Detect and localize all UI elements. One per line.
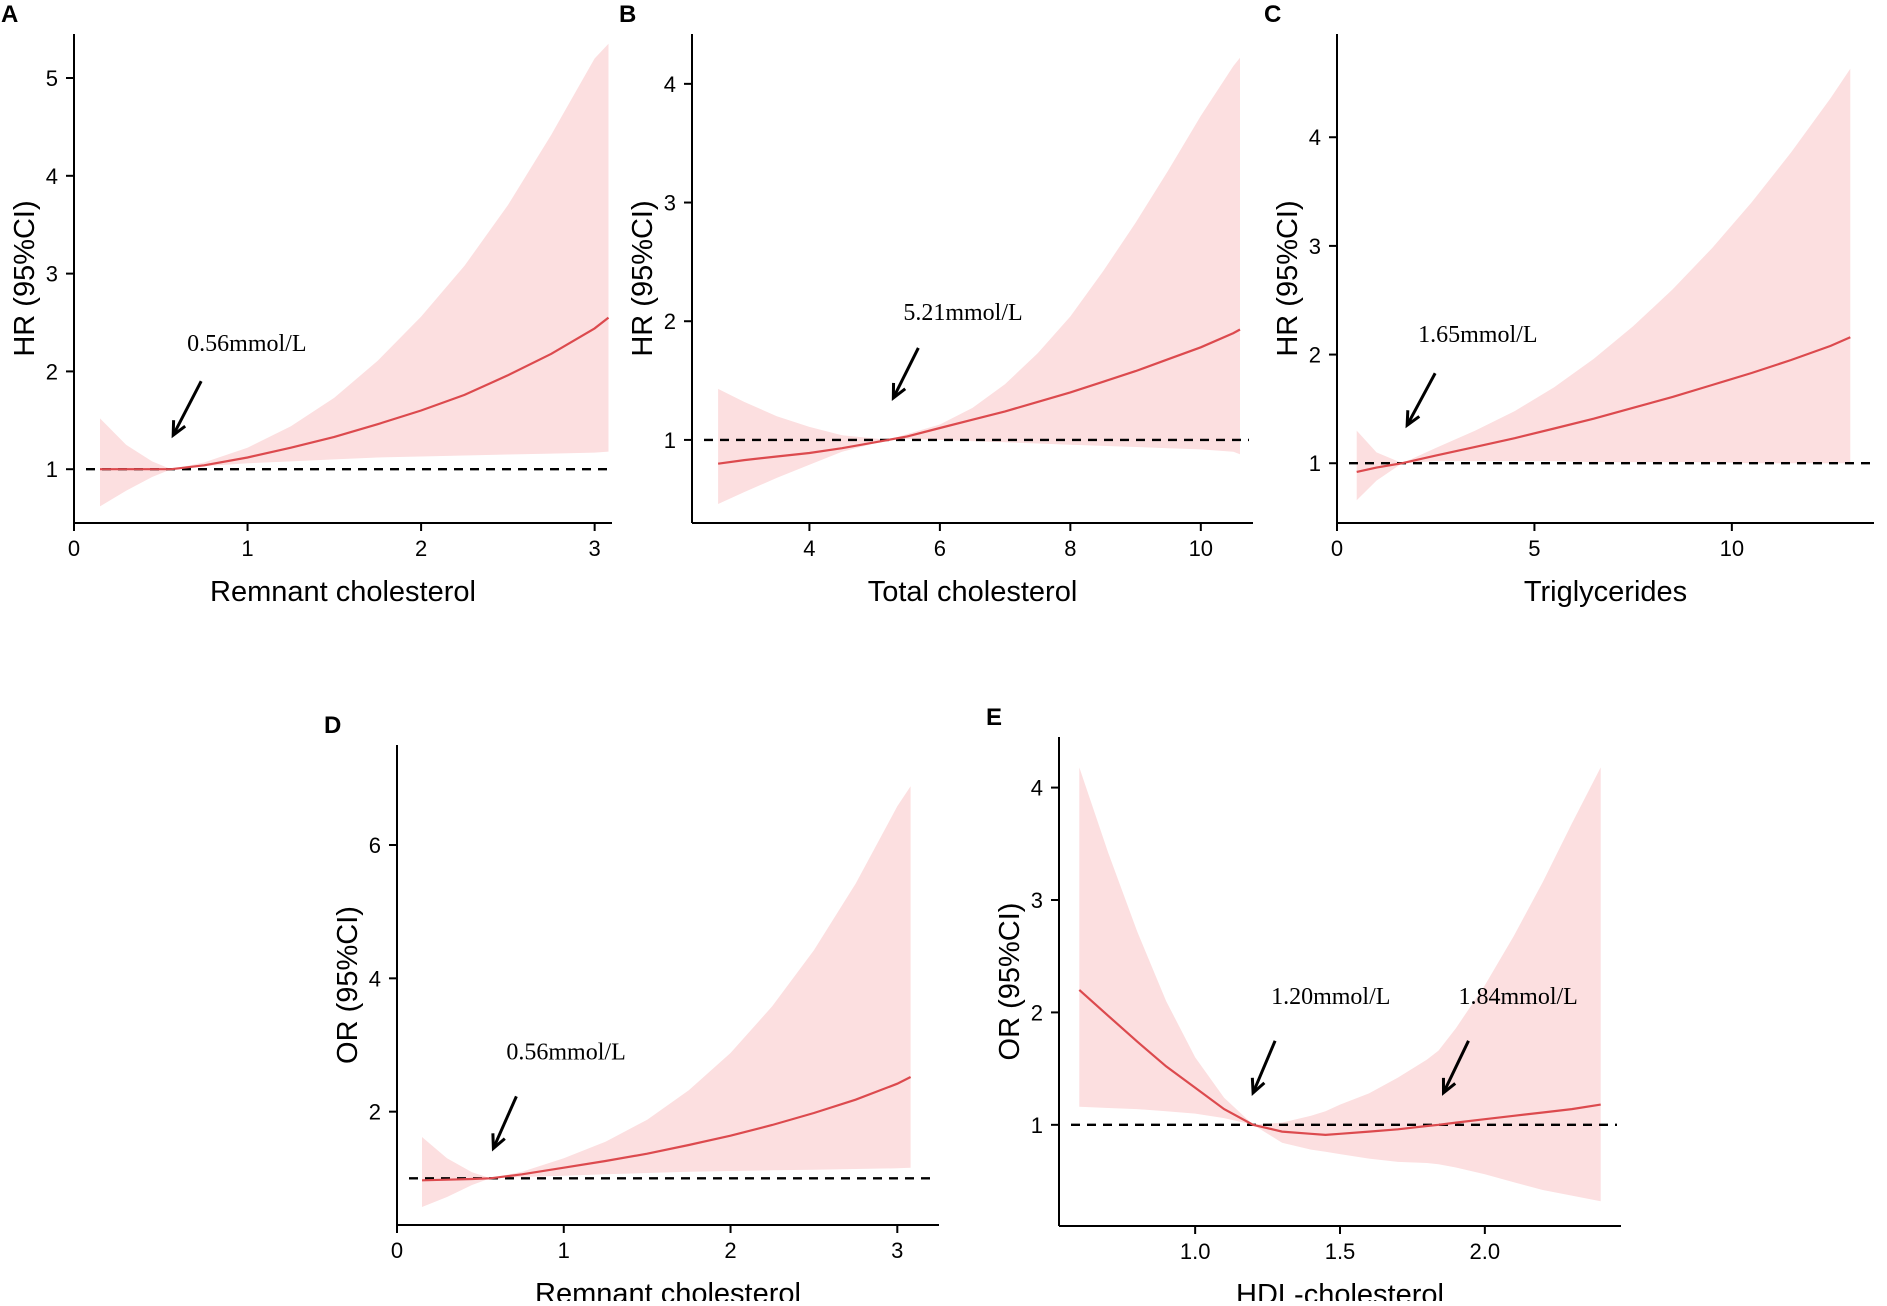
panel-d-y-tick-label: 6 — [369, 833, 381, 858]
panel-d-ci-band — [422, 786, 911, 1207]
panel-c-annotation-arrowhead — [1405, 410, 1421, 429]
panel-a-y-tick-label: 1 — [46, 457, 58, 482]
panel-d-x-tick-label: 0 — [391, 1238, 403, 1263]
panel-c-y-tick-label: 2 — [1309, 343, 1321, 368]
panel-e-x-tick-label: 1.5 — [1325, 1239, 1356, 1264]
panel-a-x-axis-label: Remnant cholesterol — [210, 576, 476, 608]
panel-c-fit-line — [1356, 336, 1851, 473]
panel-b-y-tick-label: 4 — [664, 72, 676, 97]
panel-b-letter: B — [619, 1, 636, 28]
panel-b-x-tick-label: 8 — [1064, 536, 1076, 561]
panel-c-letter: C — [1264, 1, 1281, 28]
panel-a-annotation-arrowhead — [171, 420, 187, 439]
panel-d-letter: D — [324, 712, 341, 739]
panel-e-annotation-label: 1.84mmol/L — [1458, 984, 1577, 1010]
panel-e-y-tick-label: 1 — [1031, 1113, 1043, 1138]
panel-b-x-tick-label: 4 — [803, 536, 815, 561]
panel-c-y-tick-label: 3 — [1309, 234, 1321, 259]
panel-e-annotation-arrow — [1442, 1040, 1470, 1094]
panel-e-x-tick-label: 1.0 — [1180, 1239, 1211, 1264]
panel-a-x-tick-label: 3 — [589, 536, 601, 561]
panel-b-annotation-arrowhead — [891, 382, 907, 402]
panel-a-letter: A — [1, 1, 18, 28]
panel-a-fit-line — [100, 316, 610, 471]
panel-d-x-axis-label: Remnant cholesterol — [535, 1278, 801, 1301]
panel-c-x-axis-label: Triglycerides — [1524, 576, 1687, 608]
panel-e-x-axis-label: HDL-cholesterol — [1236, 1279, 1444, 1301]
panel-a-annotation-label: 0.56mmol/L — [187, 331, 306, 357]
panel-e-y-tick-label: 2 — [1031, 1000, 1043, 1025]
panel-d-y-tick-label: 4 — [369, 966, 381, 991]
panel-d-x-tick-label: 3 — [891, 1238, 903, 1263]
panel-c-annotation-arrow — [1405, 372, 1437, 426]
panel-b-ci-band — [718, 57, 1240, 504]
panel-a-y-tick-label: 5 — [46, 66, 58, 91]
panel-e-annotation-arrow — [1251, 1040, 1277, 1094]
panel-e-ci-band — [1079, 767, 1601, 1202]
panel-a-annotation-arrow — [171, 380, 203, 436]
panel-b-x-tick-label: 10 — [1189, 536, 1213, 561]
panel-b-y-tick-label: 1 — [664, 428, 676, 453]
panel-c-x-tick-label: 10 — [1720, 536, 1744, 561]
panel-d-annotation-arrow — [492, 1095, 518, 1149]
panel-e-fit-line — [1078, 989, 1601, 1137]
panel-a-x-tick-label: 2 — [415, 536, 427, 561]
panel-c-annotation-label: 1.65mmol/L — [1418, 322, 1537, 348]
panel-b-annotation-label: 5.21mmol/L — [903, 300, 1022, 326]
panel-e-annotation-arrowhead — [1250, 1077, 1266, 1097]
panel-d-x-tick-label: 2 — [724, 1238, 736, 1263]
panel-c-y-axis-label: HR (95%CI) — [1272, 200, 1304, 356]
panel-c-y-tick-label: 1 — [1309, 451, 1321, 476]
panel-d: 0 1 2 3 2 4 6 Remnant cholesterol OR (95%CI) D 0.5… — [324, 712, 939, 1306]
panel-d-annotation-arrowhead — [491, 1133, 506, 1152]
panel-a-ci-band — [100, 43, 609, 507]
panel-c-y-tick-label: 4 — [1309, 125, 1321, 150]
panel-c-x-tick-label: 0 — [1331, 536, 1343, 561]
panel-e-annotation-arrowhead — [1441, 1077, 1457, 1096]
panel-c-ci-band — [1356, 68, 1851, 501]
panel-a-y-axis-label: HR (95%CI) — [9, 200, 41, 356]
panel-b-x-tick-label: 6 — [934, 536, 946, 561]
panel-b-y-tick-label: 3 — [664, 191, 676, 216]
panel-d-y-tick-label: 2 — [369, 1100, 381, 1125]
panel-e: 1.0 1.5 2.0 1 2 3 4 HDL-cholesterol OR (95%CI) E 1… — [986, 704, 1621, 1306]
panel-e-y-tick-label: 3 — [1031, 888, 1043, 913]
panel-e-annotation-label: 1.20mmol/L — [1271, 984, 1390, 1010]
panel-d-annotation-label: 0.56mmol/L — [506, 1039, 625, 1065]
panel-a-y-tick-label: 2 — [46, 359, 58, 384]
panel-b-x-axis-label: Total cholesterol — [868, 576, 1078, 608]
panel-d-y-axis-label: OR (95%CI) — [332, 906, 364, 1064]
panel-e-x-tick-label: 2.0 — [1470, 1239, 1501, 1264]
panel-e-y-axis-label: OR (95%CI) — [994, 903, 1026, 1061]
panel-a-x-tick-label: 0 — [68, 536, 80, 561]
panel-a-y-tick-label: 4 — [46, 164, 58, 189]
panel-d-fit-line — [421, 1076, 912, 1182]
panel-d-x-tick-label: 1 — [558, 1238, 570, 1263]
panel-b-fit-line — [717, 328, 1241, 465]
panel-c-x-tick-label: 5 — [1528, 536, 1540, 561]
panel-b-annotation-arrow — [892, 347, 920, 399]
panel-a-x-tick-label: 1 — [241, 536, 253, 561]
panel-b-y-axis-label: HR (95%CI) — [627, 200, 659, 356]
panel-c: 0 5 10 1 2 3 4 Triglycerides HR (95%CI) C 1.65mmol… — [1264, 1, 1874, 608]
panel-e-y-tick-label: 4 — [1031, 776, 1043, 801]
panel-b-y-tick-label: 2 — [664, 309, 676, 334]
panel-a: 0 1 2 3 1 2 3 4 5 Remnant cholesterol HR (95%CI) A 0… — [1, 1, 612, 608]
panel-e-letter: E — [986, 704, 1002, 731]
panel-a-y-tick-label: 3 — [46, 262, 58, 287]
